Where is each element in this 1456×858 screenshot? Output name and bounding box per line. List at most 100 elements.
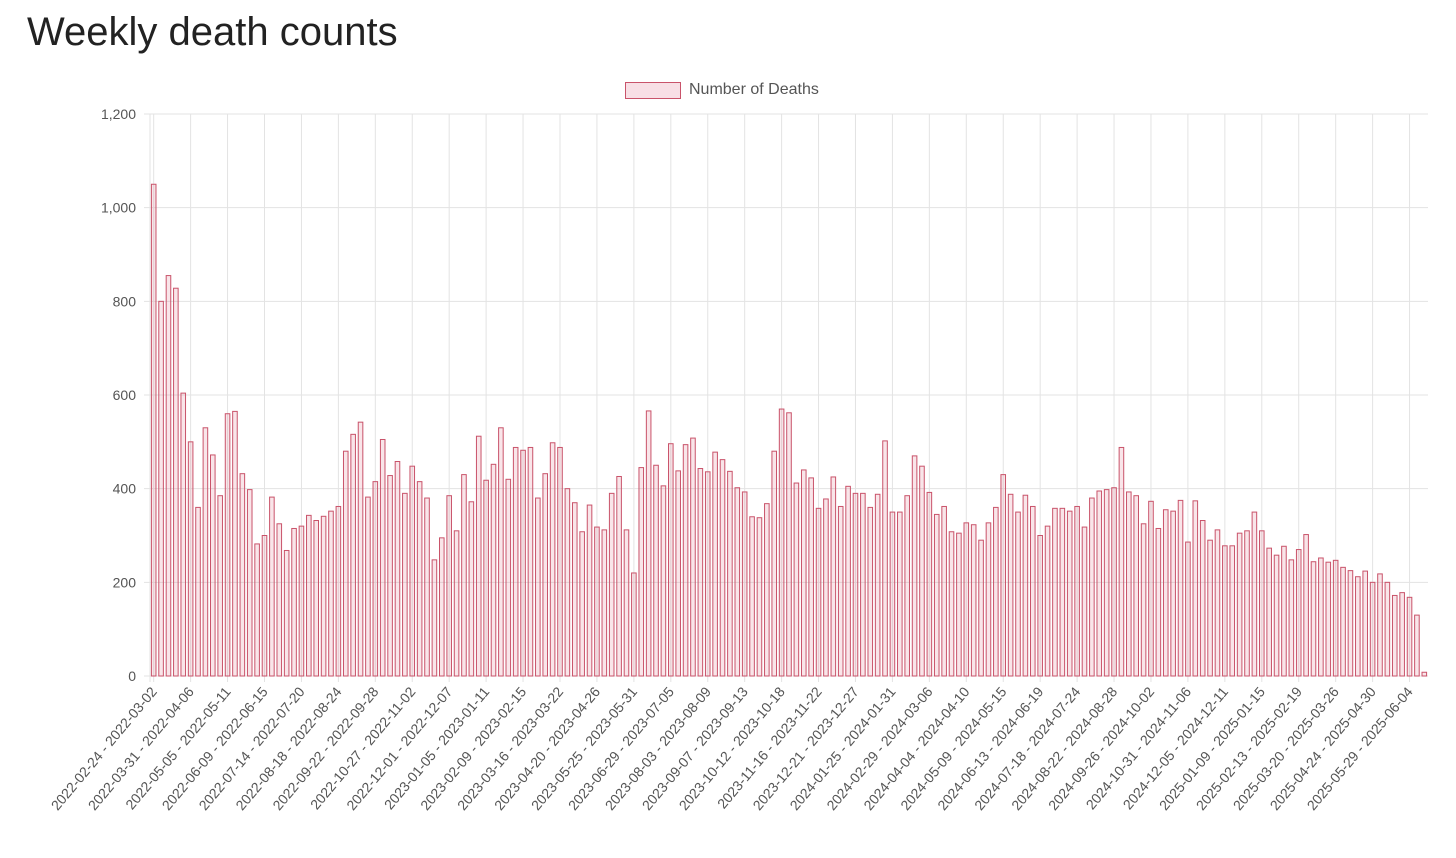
bar[interactable] (424, 497, 430, 677)
bar[interactable] (1029, 505, 1036, 677)
bar[interactable] (778, 408, 785, 677)
bar[interactable] (1177, 499, 1184, 677)
bar[interactable] (1007, 493, 1014, 677)
bar[interactable] (874, 493, 881, 677)
bar[interactable] (1207, 539, 1213, 677)
bar[interactable] (756, 517, 763, 677)
bar[interactable] (1355, 576, 1361, 677)
bar[interactable] (1133, 495, 1139, 677)
bar[interactable] (475, 435, 482, 677)
bar[interactable] (985, 522, 992, 677)
bar[interactable] (1258, 530, 1265, 677)
bar[interactable] (1096, 490, 1103, 677)
bar[interactable] (1126, 491, 1132, 677)
bar[interactable] (335, 505, 342, 677)
bar[interactable] (631, 572, 637, 677)
bar[interactable] (616, 475, 622, 677)
bar[interactable] (1421, 671, 1428, 677)
bar[interactable] (690, 437, 696, 677)
bar[interactable] (749, 516, 755, 677)
bar[interactable] (254, 543, 260, 677)
bar[interactable] (660, 485, 667, 677)
bar[interactable] (1103, 489, 1110, 677)
bar[interactable] (505, 478, 512, 677)
bar[interactable] (387, 475, 393, 677)
bar[interactable] (608, 492, 615, 677)
bar[interactable] (786, 412, 792, 677)
bar[interactable] (1148, 500, 1154, 677)
bar[interactable] (741, 491, 748, 677)
bar[interactable] (1170, 510, 1176, 677)
bar[interactable] (1399, 592, 1405, 677)
bar[interactable] (468, 501, 475, 677)
bar[interactable] (261, 535, 268, 677)
bar[interactable] (1347, 570, 1354, 677)
bar[interactable] (350, 433, 356, 677)
bar[interactable] (180, 392, 187, 677)
bar[interactable] (668, 443, 674, 677)
bar[interactable] (1000, 474, 1007, 677)
bar[interactable] (1318, 557, 1324, 677)
bar[interactable] (1251, 511, 1258, 677)
bar[interactable] (1052, 507, 1058, 677)
bar[interactable] (800, 469, 807, 677)
bar[interactable] (1059, 507, 1066, 677)
bar[interactable] (919, 465, 925, 677)
bar[interactable] (970, 524, 977, 677)
bar[interactable] (771, 450, 778, 677)
bar[interactable] (1406, 596, 1413, 677)
bar[interactable] (719, 459, 726, 677)
bar[interactable] (402, 492, 408, 677)
bar[interactable] (1222, 545, 1228, 677)
bar[interactable] (1325, 561, 1332, 677)
bar[interactable] (394, 461, 401, 677)
bar[interactable] (276, 523, 283, 677)
bar[interactable] (1303, 534, 1309, 677)
bar[interactable] (586, 504, 593, 677)
bar[interactable] (1281, 545, 1287, 677)
bar[interactable] (1244, 530, 1250, 677)
bar[interactable] (1295, 549, 1302, 677)
bar[interactable] (904, 495, 910, 677)
bar[interactable] (712, 451, 718, 677)
bar[interactable] (283, 549, 290, 677)
bar[interactable] (535, 497, 541, 677)
bar[interactable] (1037, 535, 1043, 677)
bar[interactable] (963, 522, 970, 677)
bar[interactable] (150, 183, 157, 677)
bar[interactable] (416, 481, 423, 677)
bar[interactable] (860, 492, 866, 677)
bar[interactable] (734, 487, 741, 677)
bar[interactable] (446, 495, 452, 677)
bar[interactable] (1273, 554, 1280, 677)
bar[interactable] (320, 515, 327, 677)
bar[interactable] (498, 427, 504, 677)
bar[interactable] (313, 520, 320, 677)
bar[interactable] (993, 506, 999, 677)
bar[interactable] (764, 503, 770, 677)
bar[interactable] (653, 464, 659, 677)
bar[interactable] (439, 537, 445, 677)
bar[interactable] (379, 438, 386, 677)
bar[interactable] (1155, 527, 1162, 677)
bar[interactable] (1118, 446, 1125, 677)
bar[interactable] (1340, 566, 1346, 677)
bar[interactable] (158, 300, 164, 677)
bar[interactable] (579, 531, 585, 677)
bar[interactable] (224, 413, 231, 677)
bar[interactable] (1288, 559, 1295, 677)
bar[interactable] (956, 532, 962, 677)
bar[interactable] (867, 506, 874, 677)
bar[interactable] (1229, 545, 1236, 677)
bar[interactable] (246, 489, 253, 677)
bar[interactable] (217, 495, 223, 677)
bar[interactable] (571, 502, 578, 677)
bar[interactable] (1162, 509, 1169, 677)
bar[interactable] (1332, 559, 1339, 677)
bar[interactable] (1377, 573, 1383, 677)
bar[interactable] (704, 471, 711, 677)
bar[interactable] (557, 446, 563, 677)
bar[interactable] (512, 446, 519, 677)
bar[interactable] (1362, 570, 1368, 677)
bar[interactable] (372, 481, 379, 677)
